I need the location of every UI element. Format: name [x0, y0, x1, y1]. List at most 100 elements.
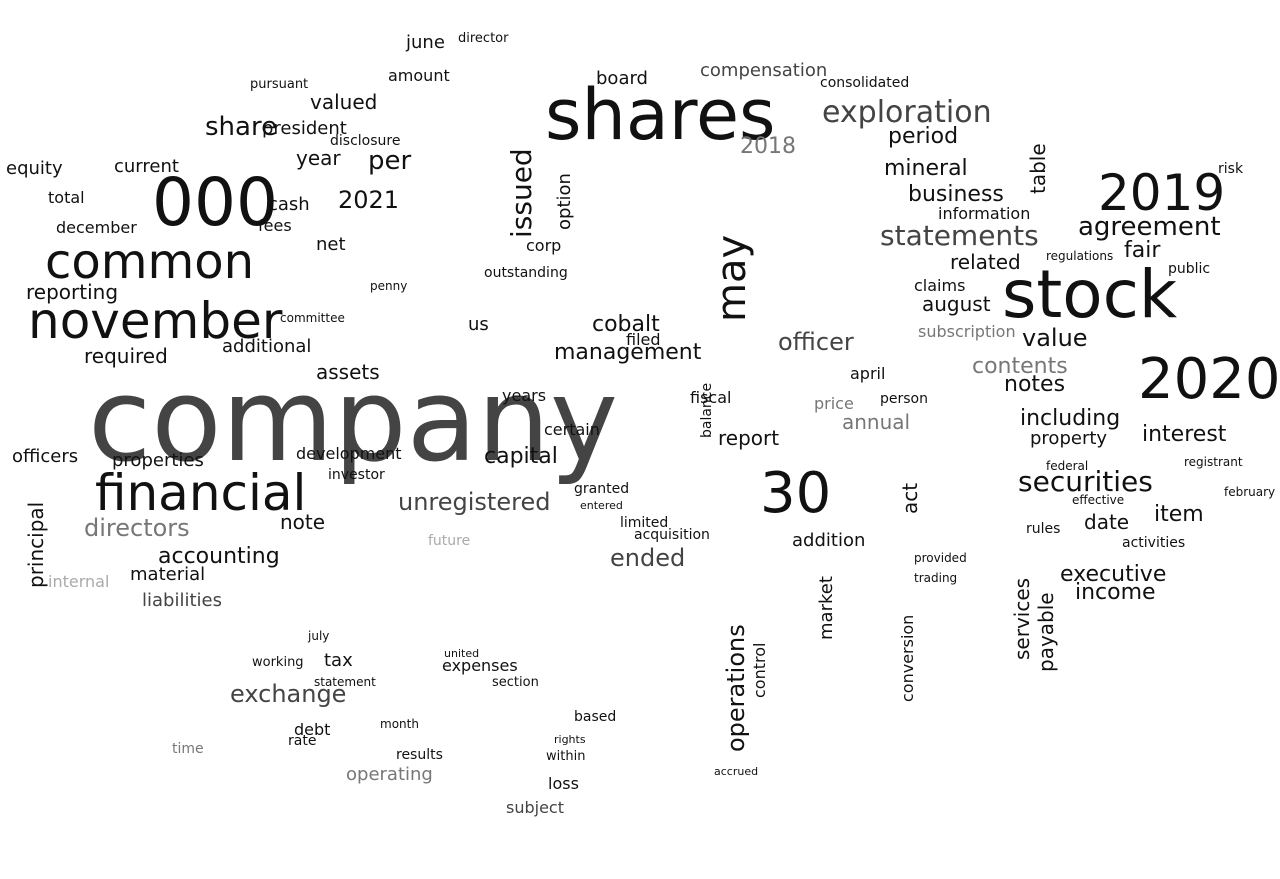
word: 000	[152, 164, 278, 241]
word: internal	[48, 572, 110, 591]
word: public	[1168, 261, 1211, 277]
word: date	[1084, 510, 1130, 534]
word: consolidated	[820, 75, 910, 91]
word: accounting	[158, 544, 280, 569]
word: 2019	[1098, 164, 1226, 222]
word: operations	[722, 624, 750, 752]
word: reporting	[26, 280, 119, 304]
word: control	[750, 642, 769, 698]
word: registrant	[1184, 455, 1243, 469]
word: common	[45, 234, 255, 290]
word: 2021	[338, 186, 400, 214]
word: including	[1020, 406, 1121, 431]
word: filed	[626, 330, 661, 349]
word: addition	[792, 530, 866, 551]
word: operating	[346, 764, 433, 785]
word: disclosure	[330, 133, 401, 149]
word: years	[502, 386, 547, 405]
word: expenses	[442, 656, 518, 675]
word: property	[1030, 428, 1108, 449]
word: development	[296, 444, 402, 463]
word: trading	[914, 571, 958, 585]
word: subscription	[918, 322, 1016, 341]
word: balance	[699, 382, 715, 438]
word: 30	[760, 461, 832, 526]
word: tax	[324, 650, 353, 671]
word: outstanding	[484, 265, 568, 281]
word: required	[84, 344, 168, 368]
word: value	[1022, 324, 1088, 352]
word: report	[718, 426, 780, 450]
word: certain	[544, 420, 600, 439]
word: properties	[112, 450, 204, 471]
word: activities	[1122, 535, 1186, 551]
word: ended	[610, 544, 686, 572]
word: additional	[222, 336, 312, 357]
word: statements	[880, 219, 1039, 252]
word: subject	[506, 798, 564, 817]
word: securities	[1018, 465, 1153, 498]
word: working	[252, 655, 304, 670]
word: future	[428, 533, 471, 549]
word: financial	[95, 464, 307, 522]
word: committee	[280, 311, 345, 325]
word: rate	[288, 733, 317, 749]
word: principal	[24, 501, 48, 588]
word: july	[308, 629, 330, 643]
word: information	[938, 204, 1031, 223]
word: april	[850, 364, 886, 383]
word: cash	[268, 194, 310, 215]
word: united	[444, 647, 480, 660]
word: president	[262, 118, 347, 139]
word: fiscal	[690, 388, 732, 407]
word: effective	[1072, 493, 1125, 507]
word: current	[114, 156, 179, 177]
word: business	[908, 182, 1004, 207]
word: claims	[914, 276, 966, 295]
word: section	[492, 675, 539, 690]
word: option	[554, 173, 575, 230]
word: management	[554, 340, 702, 365]
word: time	[172, 741, 204, 757]
word: february	[1224, 485, 1276, 499]
word: november	[28, 292, 283, 350]
word: valued	[310, 90, 378, 114]
word: payable	[1034, 592, 1058, 672]
word: board	[596, 68, 648, 89]
word: amount	[388, 66, 450, 85]
word: debt	[294, 720, 331, 739]
word: 2020	[1138, 347, 1280, 412]
word: officers	[12, 446, 79, 467]
word: equity	[6, 158, 63, 179]
word: company	[88, 354, 619, 488]
word: net	[316, 234, 346, 255]
word: income	[1075, 580, 1156, 605]
word: federal	[1046, 459, 1089, 473]
word: conversion	[898, 614, 917, 702]
word: note	[280, 510, 326, 534]
word: june	[406, 32, 445, 53]
word: loss	[548, 774, 579, 793]
word: officer	[778, 328, 854, 356]
word: 2018	[740, 134, 796, 159]
word: agreement	[1078, 212, 1221, 242]
word: executive	[1060, 562, 1167, 587]
word: investor	[328, 467, 385, 483]
word: december	[56, 218, 137, 237]
word: interest	[1142, 422, 1227, 447]
word: accrued	[714, 765, 759, 778]
word: year	[296, 146, 341, 170]
word: limited	[620, 515, 669, 531]
word: price	[814, 394, 854, 413]
word: regulations	[1046, 249, 1114, 263]
word: person	[880, 391, 928, 407]
word: may	[709, 234, 755, 322]
word: liabilities	[142, 590, 222, 611]
word: item	[1154, 502, 1204, 527]
word: pursuant	[250, 77, 309, 92]
word: results	[396, 747, 443, 763]
word: total	[48, 188, 85, 207]
word: risk	[1218, 161, 1244, 177]
word: exploration	[822, 95, 992, 130]
